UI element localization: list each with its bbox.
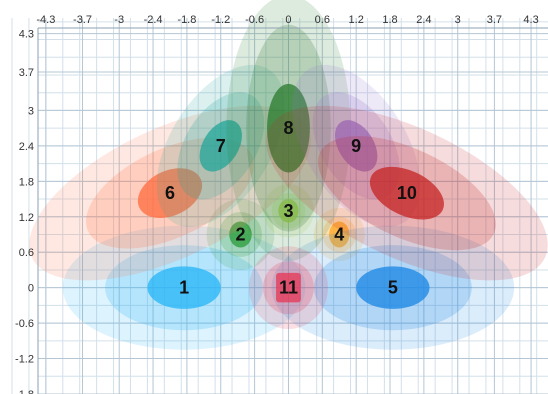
x-tick-label: -3.7	[73, 14, 92, 26]
bubble-7	[156, 64, 285, 227]
bubble-10	[266, 105, 548, 281]
y-tick-label: -1.2	[15, 354, 34, 366]
x-tick-label: -0.6	[245, 14, 264, 26]
y-tick-label: -0.6	[15, 318, 34, 330]
bubble-ring-7	[199, 120, 242, 172]
bubble-ring-4	[329, 221, 350, 248]
y-tick-label: -1.8	[15, 389, 34, 394]
plot-area	[29, 0, 548, 350]
bubble-4	[313, 207, 365, 262]
bubble-ring-8	[267, 83, 310, 173]
y-tick-label: 0	[28, 283, 34, 295]
bubble-ring-6	[137, 168, 203, 219]
y-tick-label: 3.7	[19, 67, 34, 79]
x-tick-label: 0	[285, 14, 291, 26]
y-tick-label: 1.8	[19, 176, 34, 188]
x-tick-label: 1.2	[349, 14, 364, 26]
x-tick-label: -3	[114, 14, 124, 26]
bubble-label-8: 8	[283, 118, 293, 138]
bubble-ring-5	[356, 266, 430, 309]
bubble-core-11	[276, 272, 301, 303]
bubble-ring-10	[369, 166, 444, 220]
axes: -4.3 -3.7 -3 -2.4 -1.8 -1.2 -0.6 0 0.6 1.2 1.8 2.4 3…	[15, 14, 548, 394]
bubble-label-3: 3	[283, 201, 293, 221]
bubble-label-1: 1	[179, 278, 189, 298]
x-tick-label: 3.7	[487, 14, 502, 26]
bubble-3	[263, 184, 314, 238]
bubble-label-5: 5	[388, 278, 398, 298]
bubble-label-4: 4	[334, 224, 344, 244]
bubble-label-9: 9	[351, 136, 361, 156]
bubble-label-2: 2	[235, 224, 245, 244]
y-tick-label: 0.6	[19, 247, 34, 259]
bubble-5	[271, 225, 515, 350]
x-tick-label: 2.4	[416, 14, 431, 26]
x-tick-label: -2.4	[144, 14, 163, 26]
bubble-label-6: 6	[165, 183, 175, 203]
x-tick-label: 0.6	[315, 14, 330, 26]
y-tick-label: 4.3	[19, 29, 34, 41]
x-tick-label: 3	[455, 14, 461, 26]
bubble-ring-3	[278, 199, 299, 223]
y-tick-label: 2.4	[19, 141, 34, 153]
bubble-label-10: 10	[397, 183, 417, 203]
x-tick-label: -1.2	[211, 14, 230, 26]
bubble-ring-1	[147, 266, 221, 309]
bubble-ring-9	[334, 120, 378, 172]
bubble-label-7: 7	[216, 136, 226, 156]
y-tick-label: 1.2	[19, 212, 34, 224]
x-tick-label: -4.3	[36, 14, 55, 26]
bubble-8	[226, 0, 351, 262]
bubble-1	[62, 225, 306, 350]
bubble-ring-2	[229, 221, 252, 248]
y-tick-label: 3	[28, 105, 34, 117]
bubble-11	[248, 246, 328, 330]
grid-lines	[11, 18, 548, 394]
x-tick-label: -1.8	[177, 14, 196, 26]
x-tick-label: 4.3	[523, 14, 538, 26]
bubble-labels: 1 2 3 4 5 6 7 8 9 10 11	[165, 118, 417, 298]
bubble-2	[206, 199, 275, 270]
x-tick-label: 1.8	[382, 14, 397, 26]
bubble-label-11: 11	[279, 278, 298, 298]
